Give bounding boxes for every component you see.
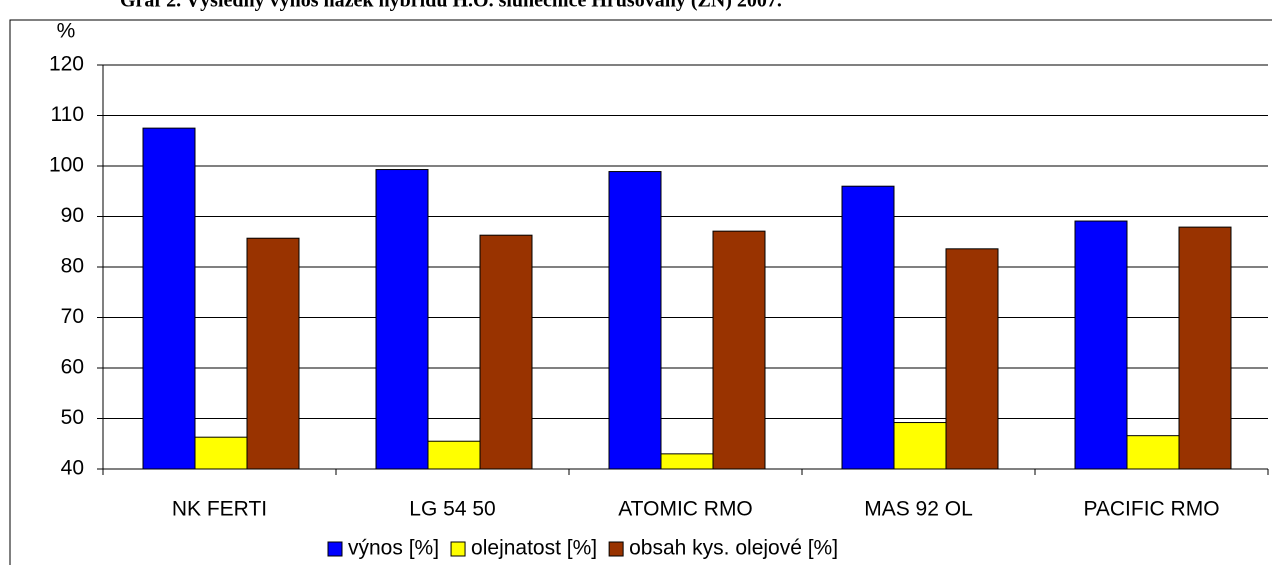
y-tick-label: 60 xyxy=(61,356,84,379)
chart-title: Graf 2. Výsledný výnos nažek hybridů H.O… xyxy=(120,0,782,12)
bar xyxy=(246,237,300,470)
legend-swatch xyxy=(608,541,624,557)
x-tick-label: PACIFIC RMO xyxy=(1083,498,1219,521)
y-axis-label: % xyxy=(57,20,76,43)
bar xyxy=(1074,220,1128,470)
y-tick-label: 110 xyxy=(51,103,84,126)
legend-label: olejnatost [%] xyxy=(471,537,597,560)
x-tick-label: ATOMIC RMO xyxy=(618,498,753,521)
bar xyxy=(1126,435,1180,470)
y-tick-label: 50 xyxy=(61,406,84,429)
bar xyxy=(712,230,766,470)
x-tick-label: NK FERTI xyxy=(172,498,267,521)
bar xyxy=(660,453,714,470)
y-tick-label: 40 xyxy=(61,457,84,480)
bar xyxy=(375,169,429,470)
y-tick-label: 100 xyxy=(49,154,84,177)
y-tick-label: 90 xyxy=(61,204,84,227)
y-tick-label: 80 xyxy=(61,255,84,278)
legend-swatch xyxy=(327,541,343,557)
bar xyxy=(893,422,947,470)
legend-label: obsah kys. olejové [%] xyxy=(629,537,838,560)
bar xyxy=(608,171,662,470)
bar xyxy=(194,436,248,470)
bar xyxy=(945,248,999,470)
bar xyxy=(142,127,196,470)
bar xyxy=(427,440,481,470)
bar xyxy=(841,185,895,470)
x-tick-label: MAS 92 OL xyxy=(864,498,973,521)
chart-frame xyxy=(9,19,1272,565)
legend-label: výnos [%] xyxy=(348,537,439,560)
y-tick-label: 70 xyxy=(61,305,84,328)
x-tick-label: LG 54 50 xyxy=(409,498,495,521)
legend-swatch xyxy=(450,541,466,557)
bar xyxy=(1178,226,1232,470)
bar xyxy=(479,234,533,470)
y-tick-label: 120 xyxy=(49,53,84,76)
